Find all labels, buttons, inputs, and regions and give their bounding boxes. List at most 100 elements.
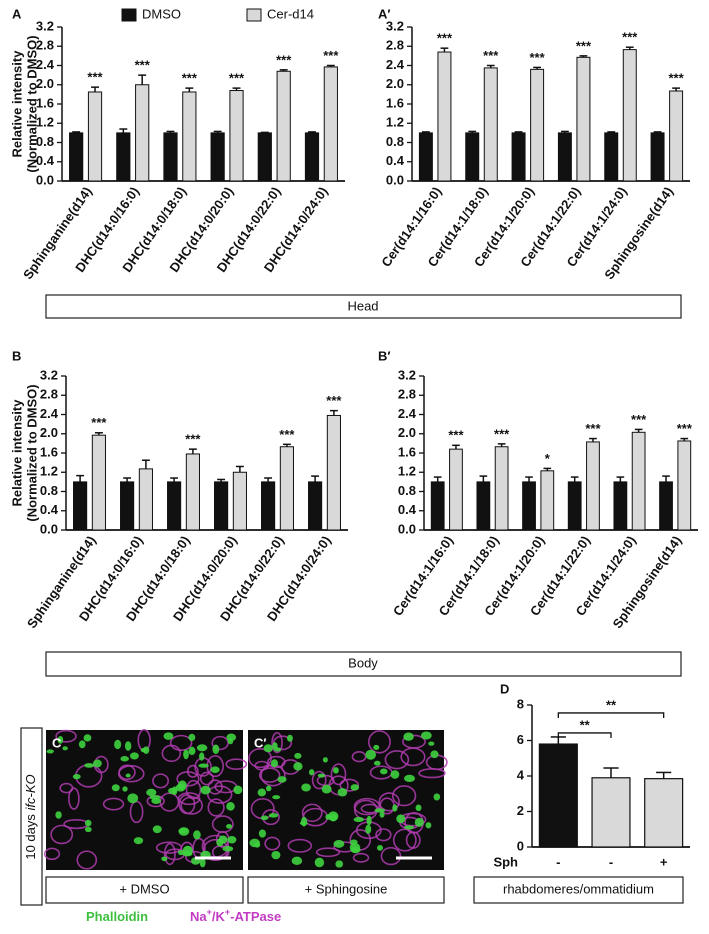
stain-label-part: -ATPase xyxy=(230,909,281,924)
membrane-stain xyxy=(176,771,200,787)
rhabdomere-stain xyxy=(188,746,196,756)
row-label: Sph xyxy=(493,854,518,869)
rhabdomere-stain xyxy=(333,839,345,848)
rhabdomere-stain xyxy=(84,826,92,833)
rhabdomere-stain xyxy=(349,842,361,853)
image-caption: + DMSO xyxy=(119,881,169,896)
membrane-stain xyxy=(50,824,74,845)
stain-label-part: Na xyxy=(190,909,207,924)
y-tick-label: 3.2 xyxy=(40,367,58,382)
rhabdomere-stain xyxy=(328,811,339,822)
rhabdomere-stain xyxy=(216,838,224,847)
bar xyxy=(437,51,452,182)
bar xyxy=(308,481,323,531)
y-axis-label: (Normalized to DMSO) xyxy=(24,35,39,172)
bar xyxy=(430,481,445,531)
label-box xyxy=(473,876,684,904)
y-tick-label: 2.8 xyxy=(386,38,404,53)
y-tick-label: 2.0 xyxy=(386,76,404,91)
bar xyxy=(538,743,578,848)
y-tick-label: 8 xyxy=(517,696,524,711)
membrane-stain xyxy=(225,758,248,770)
panel-label: C′ xyxy=(254,735,267,750)
rhabdomere-stain xyxy=(84,763,95,768)
bar xyxy=(631,431,646,531)
rhabdomere-stain xyxy=(72,773,81,780)
rhabdomere-stain xyxy=(120,756,129,762)
rhabdomere-stain xyxy=(152,825,162,834)
image-caption: + Sphingosine xyxy=(305,881,388,896)
bar xyxy=(326,414,341,531)
rhabdomere-stain xyxy=(227,738,234,745)
rhabdomere-stain xyxy=(183,749,189,760)
rhabdomere-stain xyxy=(294,752,302,759)
y-tick-label: 0.0 xyxy=(36,172,54,187)
stain-label-part: Phalloidin xyxy=(86,909,148,924)
rhabdomere-stain xyxy=(210,766,220,774)
bar xyxy=(604,132,619,182)
rhabdomere-stain xyxy=(396,814,406,824)
y-tick-label: 1.6 xyxy=(40,444,58,459)
legend-label: Cer-d14 xyxy=(267,6,314,21)
y-tick-label: 0.4 xyxy=(36,153,55,168)
significance-label: *** xyxy=(182,71,198,86)
membrane-stain xyxy=(102,797,125,811)
y-tick-label: 0.8 xyxy=(386,134,404,149)
bar xyxy=(214,481,229,531)
rhabdomere-stain xyxy=(222,845,234,852)
y-tick-label: 2.4 xyxy=(40,406,59,421)
rhabdomere-stain xyxy=(84,819,92,827)
membrane-stain xyxy=(311,770,327,790)
significance-label: *** xyxy=(229,71,245,86)
stain-label-part: + xyxy=(207,907,212,917)
membrane-stain xyxy=(352,852,370,863)
membrane-stain xyxy=(163,842,176,866)
rhabdomere-stain xyxy=(199,857,206,868)
rhabdomere-stain xyxy=(365,824,372,834)
membrane-stain xyxy=(378,792,400,812)
bar xyxy=(677,440,692,531)
rhabdomere-stain xyxy=(308,769,315,776)
rhabdomere-stain xyxy=(140,747,147,753)
legend-swatch xyxy=(246,8,262,22)
bar xyxy=(511,132,526,182)
rhabdomere-stain xyxy=(273,747,282,752)
y-tick-label: 3.2 xyxy=(36,18,54,33)
rhabdomere-stain xyxy=(300,816,308,827)
group-label: Body xyxy=(348,655,378,670)
y-tick-label: 1.2 xyxy=(36,115,54,130)
rhabdomere-stain xyxy=(227,836,237,844)
membrane-stain xyxy=(152,773,170,789)
rhabdomere-stain xyxy=(291,856,303,865)
bar xyxy=(644,778,684,848)
rhabdomere-stain xyxy=(322,757,328,763)
membrane-stain xyxy=(161,744,182,763)
rhabdomere-stain xyxy=(226,824,233,829)
rhabdomere-stain xyxy=(212,744,220,755)
membrane-stain xyxy=(118,764,136,781)
bar xyxy=(91,434,106,531)
membrane-stain xyxy=(418,768,446,779)
stain-label-part: + xyxy=(225,907,230,917)
rhabdomere-stain xyxy=(390,770,400,779)
rhabdomere-stain xyxy=(122,786,128,792)
rhabdomere-stain xyxy=(163,732,174,740)
y-tick-label: 2.4 xyxy=(386,57,405,72)
bar xyxy=(279,446,294,531)
y-tick-label: 3.2 xyxy=(398,367,416,382)
membrane-stain xyxy=(384,750,410,770)
y-tick-label: 2.8 xyxy=(36,38,54,53)
membrane-stain xyxy=(405,831,421,849)
rhabdomere-stain xyxy=(314,857,325,868)
bar xyxy=(669,90,684,182)
box-label: rhabdomeres/ommatidium xyxy=(503,881,654,896)
bar xyxy=(659,481,673,531)
rhabdomere-stain xyxy=(129,752,139,760)
y-tick-label: 1.6 xyxy=(398,444,416,459)
y-tick-label: 0.4 xyxy=(40,502,59,517)
bar xyxy=(87,91,103,182)
rhabdomere-stain xyxy=(430,750,439,759)
rhabdomere-stain xyxy=(428,741,435,746)
y-tick-label: 0.4 xyxy=(386,153,405,168)
significance-label: *** xyxy=(576,38,592,53)
